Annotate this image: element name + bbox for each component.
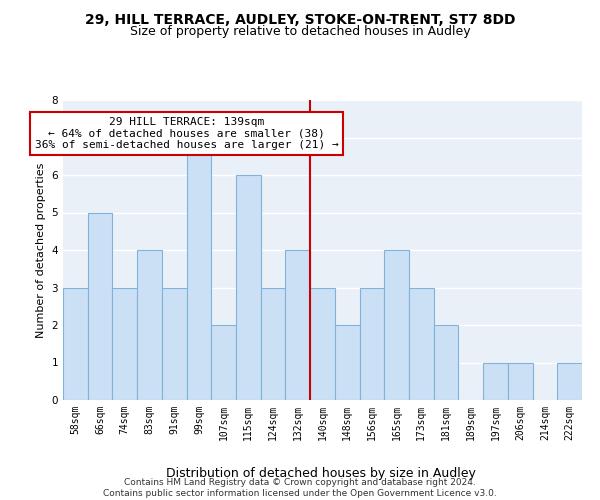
Bar — [162, 288, 187, 400]
Text: 29 HILL TERRACE: 139sqm
← 64% of detached houses are smaller (38)
36% of semi-de: 29 HILL TERRACE: 139sqm ← 64% of detache… — [35, 117, 338, 150]
Bar — [236, 175, 261, 400]
Y-axis label: Number of detached properties: Number of detached properties — [36, 162, 46, 338]
Text: 29, HILL TERRACE, AUDLEY, STOKE-ON-TRENT, ST7 8DD: 29, HILL TERRACE, AUDLEY, STOKE-ON-TRENT… — [85, 12, 515, 26]
Bar — [63, 288, 88, 400]
Bar — [359, 288, 384, 400]
Bar — [483, 362, 508, 400]
Bar — [137, 250, 162, 400]
Bar — [335, 325, 359, 400]
Bar — [384, 250, 409, 400]
Text: Distribution of detached houses by size in Audley: Distribution of detached houses by size … — [166, 468, 476, 480]
Bar — [434, 325, 458, 400]
Bar — [88, 212, 112, 400]
Bar — [261, 288, 286, 400]
Bar — [557, 362, 582, 400]
Bar — [508, 362, 533, 400]
Bar — [187, 138, 211, 400]
Text: Size of property relative to detached houses in Audley: Size of property relative to detached ho… — [130, 25, 470, 38]
Bar — [211, 325, 236, 400]
Bar — [112, 288, 137, 400]
Bar — [310, 288, 335, 400]
Bar — [286, 250, 310, 400]
Text: Contains HM Land Registry data © Crown copyright and database right 2024.
Contai: Contains HM Land Registry data © Crown c… — [103, 478, 497, 498]
Bar — [409, 288, 434, 400]
